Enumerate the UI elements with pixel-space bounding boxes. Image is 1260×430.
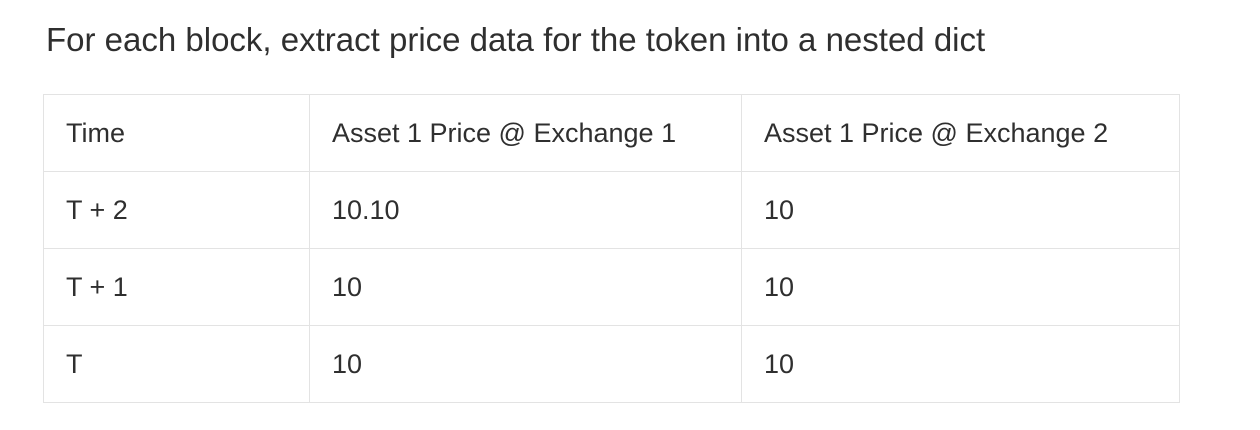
table-row: T 10 10 (43, 325, 1180, 403)
price-table: Time Asset 1 Price @ Exchange 1 Asset 1 … (43, 94, 1180, 403)
cell-exchange-2-price: 10 (741, 248, 1180, 326)
table-header-row: Time Asset 1 Price @ Exchange 1 Asset 1 … (43, 94, 1180, 172)
header-exchange-1-price: Asset 1 Price @ Exchange 1 (309, 94, 742, 172)
cell-exchange-2-price: 10 (741, 171, 1180, 249)
cell-time: T (43, 325, 310, 403)
cell-exchange-2-price: 10 (741, 325, 1180, 403)
cell-exchange-1-price: 10 (309, 248, 742, 326)
page-heading: For each block, extract price data for t… (46, 21, 986, 58)
table-row: T + 2 10.10 10 (43, 171, 1180, 249)
header-time: Time (43, 94, 310, 172)
cell-exchange-1-price: 10.10 (309, 171, 742, 249)
cell-time: T + 2 (43, 171, 310, 249)
header-exchange-2-price: Asset 1 Price @ Exchange 2 (741, 94, 1180, 172)
table-row: T + 1 10 10 (43, 248, 1180, 326)
cell-exchange-1-price: 10 (309, 325, 742, 403)
cell-time: T + 1 (43, 248, 310, 326)
